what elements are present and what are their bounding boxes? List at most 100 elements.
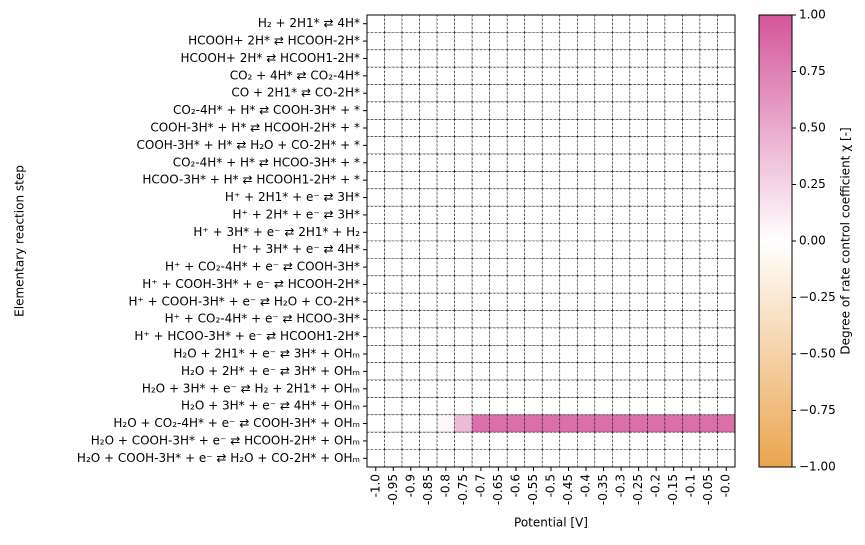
heatmap-cell: [541, 292, 561, 311]
heatmap-cell: [419, 240, 438, 259]
heatmap-cell: [419, 223, 438, 242]
y-tick-label: H₂O + 3H* + e⁻ ⇄ 4H* + OHₘ: [181, 399, 360, 413]
heatmap-cell: [717, 362, 736, 381]
heatmap-cell: [612, 310, 631, 329]
heatmap-cell: [682, 240, 701, 259]
x-tick-label: -0.65: [491, 474, 505, 505]
x-tick-label: -0.9: [403, 474, 417, 497]
heatmap-cell: [629, 327, 648, 346]
colorbar-label: Degree of rate control coefficient χ [-]: [839, 127, 853, 354]
heatmap-cell: [559, 223, 578, 242]
heatmap-cell: [664, 292, 683, 311]
heatmap-cell: [401, 188, 420, 207]
heatmap-cell: [384, 223, 403, 242]
heatmap-cell: [541, 223, 561, 242]
heatmap-cell: [647, 431, 666, 450]
heatmap-cell: [436, 205, 455, 224]
heatmap-cell: [524, 101, 543, 120]
heatmap-cell: [647, 188, 666, 207]
heatmap-cell: [629, 379, 648, 398]
heatmap-cell: [629, 414, 648, 433]
heatmap-cell: [629, 431, 648, 450]
heatmap-cell: [384, 14, 403, 33]
heatmap-cell: [419, 397, 438, 416]
heatmap-cell: [664, 379, 683, 398]
heatmap-cell: [559, 449, 578, 468]
x-tick-label: -0.85: [421, 474, 435, 505]
heatmap-cell: [699, 362, 718, 381]
heatmap-cell: [419, 292, 438, 311]
heatmap-cell: [401, 32, 420, 51]
heatmap-cell: [629, 101, 648, 120]
heatmap-cell: [647, 101, 666, 120]
heatmap-cell: [384, 171, 403, 190]
heatmap-cell: [401, 171, 420, 190]
heatmap-cell: [699, 240, 718, 259]
heatmap-cell: [401, 240, 420, 259]
heatmap-cell: [436, 397, 455, 416]
heatmap-cell: [699, 119, 718, 137]
heatmap-cell: [524, 14, 543, 33]
heatmap-cell: [471, 310, 490, 329]
heatmap-cell: [384, 397, 403, 416]
heatmap-cell: [401, 119, 420, 137]
heatmap-cell: [664, 362, 683, 381]
heatmap-cell: [612, 14, 631, 33]
heatmap-cell: [454, 327, 473, 346]
heatmap-cell: [366, 136, 385, 155]
heatmap-cell: [682, 101, 701, 120]
heatmap-cell: [366, 362, 385, 381]
heatmap-cell: [717, 292, 736, 311]
heatmap-cell: [629, 188, 648, 207]
heatmap-cell: [682, 397, 701, 416]
heatmap-cell: [524, 49, 543, 68]
heatmap-cell: [664, 205, 683, 224]
heatmap-cell: [629, 397, 648, 416]
heatmap-cell: [612, 292, 631, 311]
heatmap-cell: [612, 258, 631, 277]
heatmap-cell: [506, 327, 526, 346]
heatmap-cell: [699, 397, 718, 416]
heatmap-cell: [612, 379, 631, 398]
heatmap-cell: [576, 188, 596, 207]
x-tick-label: -0.5: [544, 474, 558, 497]
heatmap-cell: [436, 14, 455, 33]
heatmap-cell: [664, 414, 683, 433]
heatmap-cell: [524, 32, 543, 51]
heatmap-cell: [454, 49, 473, 68]
heatmap-cell: [629, 275, 648, 294]
heatmap-cell: [436, 345, 455, 363]
heatmap-cell: [489, 205, 508, 224]
heatmap-cell: [471, 240, 490, 259]
heatmap-cell: [489, 119, 508, 137]
heatmap-cell: [366, 431, 385, 450]
heatmap-cell: [436, 258, 455, 277]
heatmap-cell: [541, 362, 561, 381]
heatmap-cell: [489, 153, 508, 172]
heatmap-cell: [717, 345, 736, 363]
heatmap-cell: [471, 275, 490, 294]
heatmap-cell: [454, 223, 473, 242]
heatmap-cell: [524, 379, 543, 398]
heatmap-cell: [541, 49, 561, 68]
x-tick-label: -0.3: [614, 474, 628, 497]
heatmap-cell: [594, 275, 613, 294]
heatmap-cell: [576, 292, 596, 311]
heatmap-cell: [682, 362, 701, 381]
heatmap-cell: [489, 379, 508, 398]
heatmap-cell: [436, 310, 455, 329]
heatmap-cell: [664, 258, 683, 277]
heatmap-cell: [612, 275, 631, 294]
heatmap-cell: [612, 205, 631, 224]
x-tick-label: -0.25: [631, 474, 645, 505]
heatmap-cell: [664, 119, 683, 137]
x-tick-label: -0.0: [719, 474, 733, 497]
heatmap-cell: [576, 14, 596, 33]
heatmap-cell: [629, 153, 648, 172]
heatmap-cell: [682, 275, 701, 294]
heatmap-cell: [436, 414, 455, 433]
heatmap-cell: [541, 327, 561, 346]
heatmap-cell: [594, 327, 613, 346]
heatmap-cell: [559, 119, 578, 137]
heatmap-cell: [612, 84, 631, 103]
